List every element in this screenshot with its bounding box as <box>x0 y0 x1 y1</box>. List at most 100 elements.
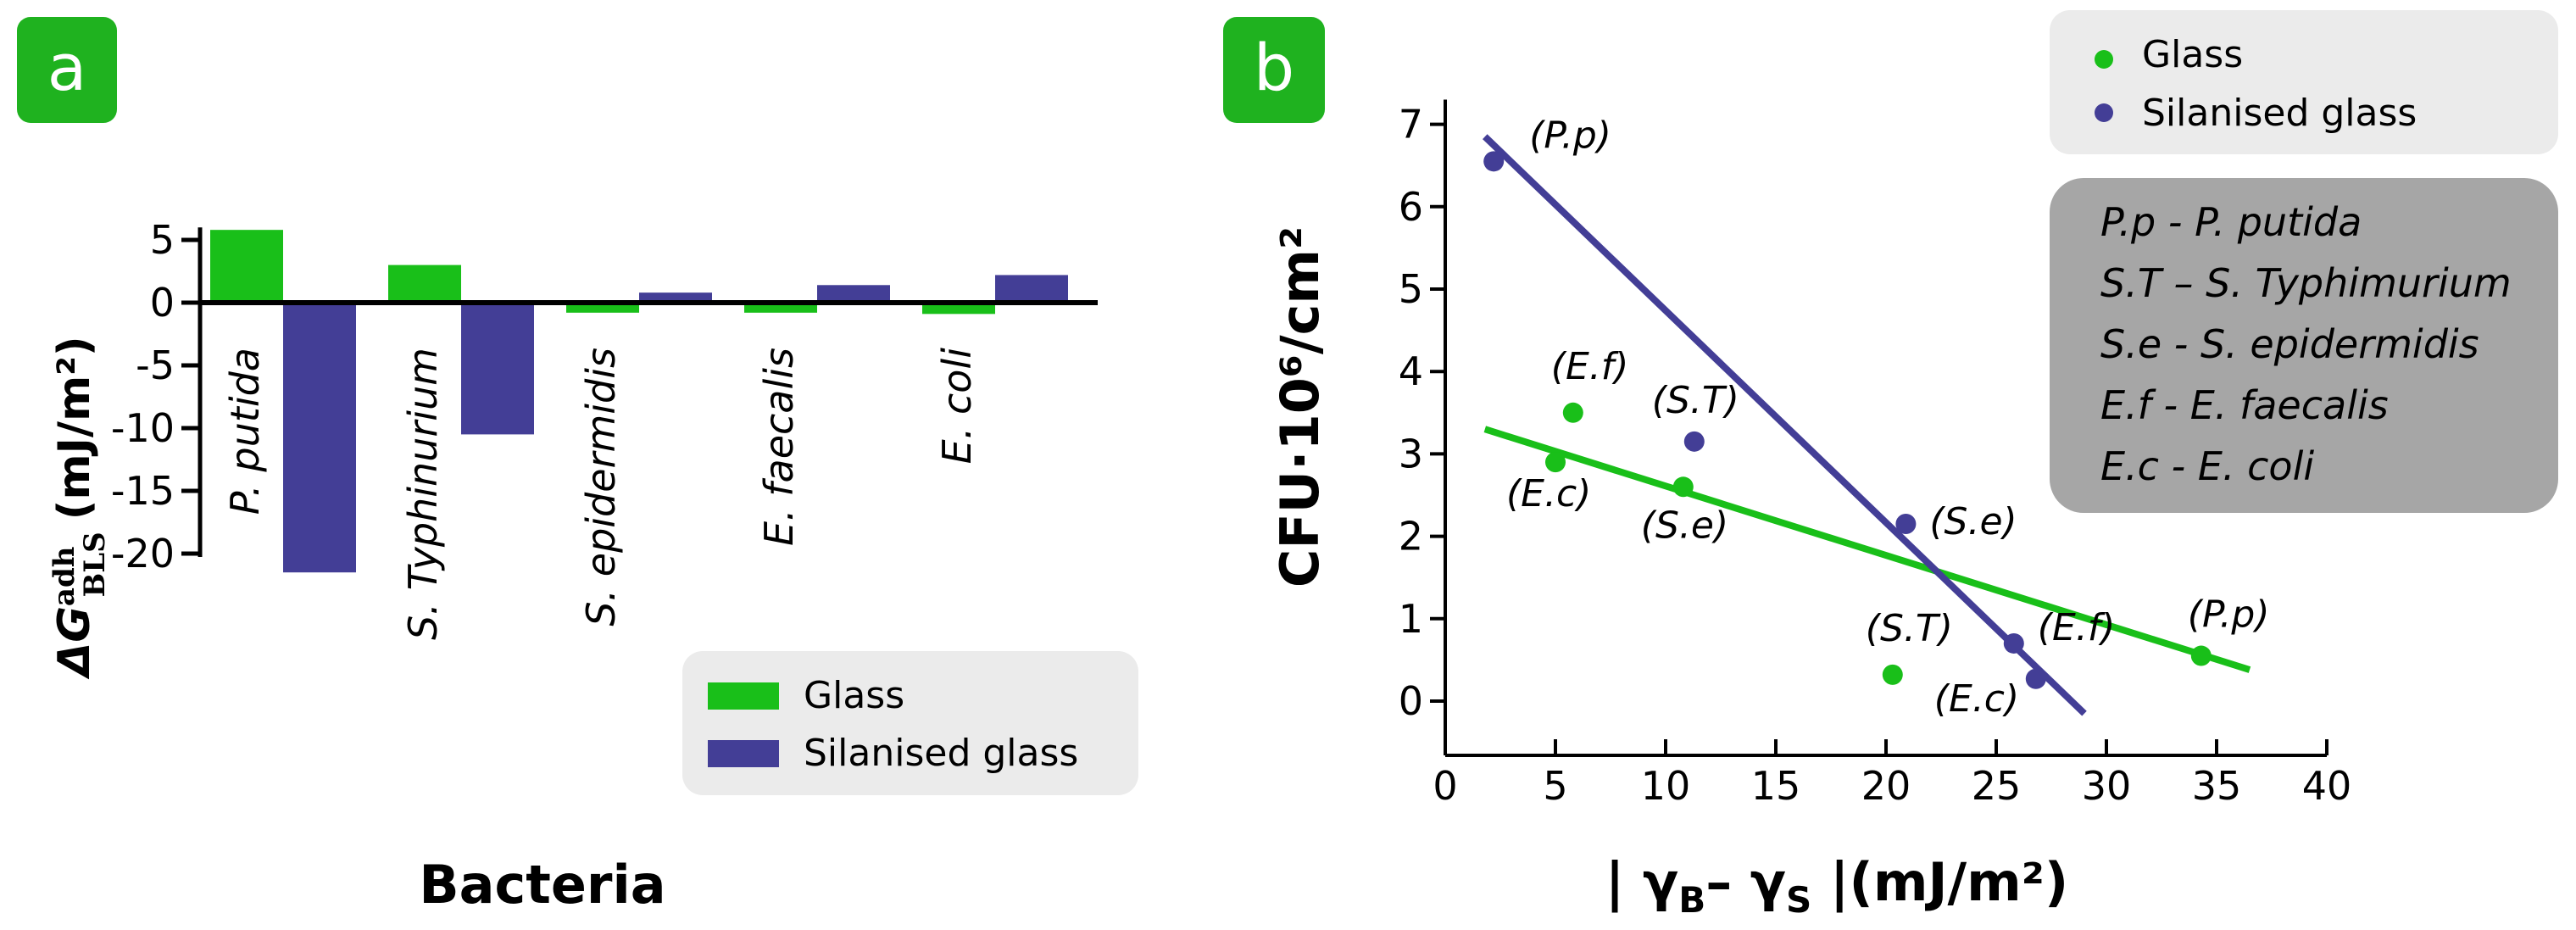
panel-a-y-axis-title-text: ΔGadhBLS (mJ/m²) <box>47 336 112 680</box>
fit-line-glass <box>1483 426 2251 673</box>
point-label-silanised-glass-e-c: (E.c) <box>1934 677 2019 721</box>
point-glass-e-c <box>1545 452 1566 473</box>
point-glass-s-t <box>1882 664 1903 685</box>
point-label-glass-s-e: (S.e) <box>1641 504 1728 547</box>
panel-a-y-tick-label: -10 <box>111 405 175 451</box>
bar-glass-e-coli <box>922 303 995 315</box>
panel-a-y-axis-title: ΔGadhBLS (mJ/m²) <box>47 336 112 680</box>
y-title-sup: adh <box>47 547 81 607</box>
panel-a-badge: a <box>17 17 117 123</box>
x-tick-label-e-coli: E. coli <box>934 348 980 465</box>
point-silanised-glass-e-f <box>2003 632 2024 654</box>
panel-b-x-tick-label: 20 <box>1861 763 1911 809</box>
panel-a-y-tick-label: -20 <box>111 531 175 576</box>
point-glass-p-p <box>2190 645 2212 666</box>
legend-swatch-silanised-glass <box>708 740 779 767</box>
legend-label-glass: Glass <box>804 674 904 717</box>
panel-b-y-tick-label: 4 <box>1399 348 1423 394</box>
point-glass-e-f <box>1562 402 1583 423</box>
x-title-mid: – γ <box>1705 851 1786 913</box>
panel-b-x-tick-label: 25 <box>1972 763 2022 809</box>
panel-a-y-tick-label: 5 <box>150 217 175 263</box>
abbr-ec: E.c - E. coli <box>2100 443 2314 489</box>
point-label-silanised-glass-p-p: (P.p) <box>1529 114 1611 157</box>
abbr-pp: P.p - P. putida <box>2100 199 2362 245</box>
point-silanised-glass-s-t <box>1683 431 1705 452</box>
fit-line-silanised-glass <box>1483 134 2087 716</box>
abbr-st: S.T – S. Typhimurium <box>2100 260 2512 306</box>
bar-glass-s-typhinurium <box>388 265 461 303</box>
abbr-se: S.e - S. epidermidis <box>2100 321 2479 367</box>
panel-b-x-tick-label: 40 <box>2302 763 2352 809</box>
panel-b-badge: b <box>1223 17 1325 123</box>
x-tick-label-e-faecalis: E. faecalis <box>756 348 802 546</box>
point-glass-s-e <box>1672 476 1694 498</box>
panel-b-y-tick-label: 0 <box>1399 678 1423 724</box>
panel-b-x-tick-label: 5 <box>1543 763 1567 809</box>
legend-label-silanised-glass: Silanised glass <box>2142 92 2417 135</box>
panel-a-badge-bg <box>17 17 117 123</box>
panel-b-y-axis-title: CFU·10⁶/cm² <box>1269 226 1331 588</box>
panel-a-y-tick-label: -5 <box>136 342 175 388</box>
panel-b-badge-bg <box>1223 17 1325 123</box>
x-title-sub-b: B <box>1678 879 1705 921</box>
panel-b-y-tick-label: 2 <box>1399 514 1423 560</box>
x-title-suffix: |(mJ/m²) <box>1811 851 2068 914</box>
panel-b-y-tick-label: 3 <box>1399 431 1423 476</box>
panel-b-scatter-chart: Glass Silanised glass P.p - P. putida S.… <box>1269 10 2558 921</box>
panel-b-x-tick-label: 0 <box>1433 763 1457 809</box>
panel-b-y-tick-label: 6 <box>1399 184 1423 230</box>
panel-a-legend-box <box>682 651 1138 795</box>
panel-a-legend: Glass Silanised glass <box>682 651 1138 795</box>
legend-swatch-glass <box>708 682 779 710</box>
x-tick-label-s-epidermidis: S. epidermidis <box>578 348 624 626</box>
legend-marker-silanised-glass <box>2095 103 2113 122</box>
panel-b-legend: Glass Silanised glass <box>2050 10 2558 154</box>
x-tick-label-p-putida: P. putida <box>222 348 268 515</box>
x-title-prefix: | γ <box>1605 851 1678 914</box>
panel-b-letter: b <box>1254 30 1294 105</box>
panel-b-abbreviation-box: P.p - P. putida S.T – S. Typhimurium S.e… <box>2050 178 2558 513</box>
point-label-silanised-glass-e-f: (E.f) <box>2038 606 2116 649</box>
y-title-delta-g: ΔG <box>49 606 100 680</box>
point-label-glass-e-c: (E.c) <box>1506 472 1591 515</box>
panel-b-legend-box <box>2050 10 2558 154</box>
panel-b-x-tick-label: 30 <box>2082 763 2132 809</box>
legend-marker-glass <box>2095 50 2113 69</box>
y-title-units: (mJ/m²) <box>49 336 100 520</box>
point-silanised-glass-e-c <box>2025 668 2046 689</box>
x-title-sub-s: S <box>1786 879 1811 921</box>
abbreviation-box-bg <box>2050 178 2558 513</box>
x-tick-label-s-typhinurium: S. Typhinurium <box>400 348 446 640</box>
legend-label-glass: Glass <box>2142 33 2243 76</box>
abbr-ef: E.f - E. faecalis <box>2100 382 2389 428</box>
point-label-glass-s-t: (S.T) <box>1866 607 1953 650</box>
panel-b-x-tick-label: 10 <box>1641 763 1691 809</box>
panel-a-y-tick-label: 0 <box>150 280 175 326</box>
bar-glass-p-putida <box>210 230 283 303</box>
panel-a-x-axis-title: Bacteria <box>419 854 665 916</box>
y-title-sub: BLS <box>78 532 112 597</box>
panel-a-letter: a <box>47 30 87 105</box>
panel-b-y-tick-label: 1 <box>1399 596 1423 642</box>
bar-silanised-glass-e-coli <box>995 275 1068 303</box>
bar-silanised-glass-s-typhinurium <box>461 303 534 435</box>
panel-b-y-tick-label: 7 <box>1399 102 1423 148</box>
bar-silanised-glass-p-putida <box>283 303 356 573</box>
point-label-silanised-glass-s-e: (S.e) <box>1929 500 2017 543</box>
panel-b-x-tick-label: 15 <box>1751 763 1801 809</box>
bar-silanised-glass-e-faecalis <box>817 285 890 303</box>
panel-a-y-tick-label: -15 <box>111 468 175 514</box>
point-silanised-glass-s-e <box>1895 514 1917 535</box>
panel-a-bar-chart: Glass Silanised glass P. putida S. Typhin… <box>47 217 1138 916</box>
point-label-silanised-glass-s-t: (S.T) <box>1652 379 1739 422</box>
panel-b-x-axis-title: | γB– γS |(mJ/m²) <box>1605 851 2069 921</box>
panel-b-x-tick-label: 35 <box>2192 763 2242 809</box>
legend-label-silanised-glass: Silanised glass <box>804 732 1078 775</box>
bar-glass-e-faecalis <box>744 303 817 313</box>
panel-b-y-tick-label: 5 <box>1399 266 1423 312</box>
point-label-glass-e-f: (E.f) <box>1551 345 1629 388</box>
point-silanised-glass-p-p <box>1483 151 1505 172</box>
bar-glass-s-epidermidis <box>566 303 639 313</box>
